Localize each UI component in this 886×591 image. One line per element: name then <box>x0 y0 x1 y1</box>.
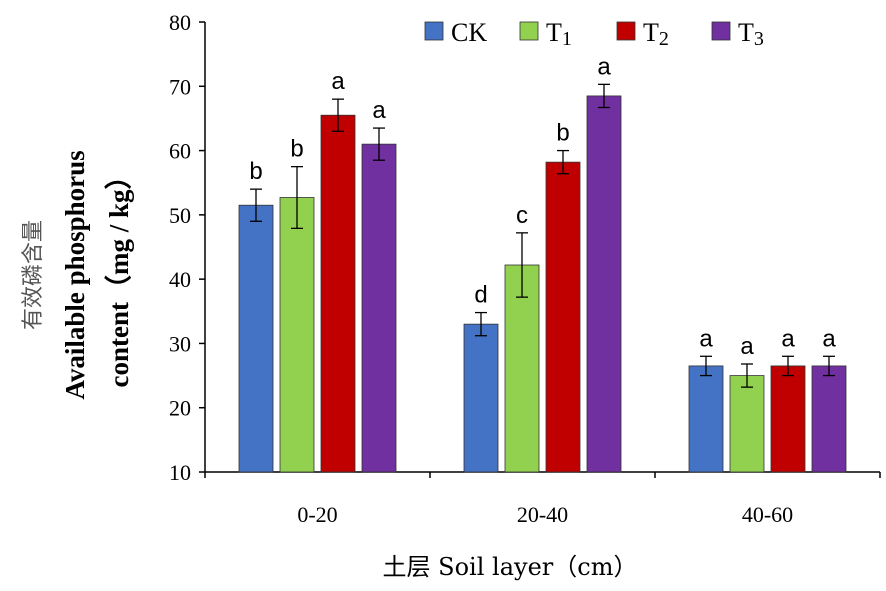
significance-label: a <box>740 333 754 360</box>
bar <box>729 375 765 473</box>
bar <box>279 197 315 473</box>
x-tick-label: 20-40 <box>517 502 568 527</box>
significance-label: a <box>331 68 345 95</box>
legend-subscript: 3 <box>754 28 764 50</box>
bar <box>238 204 274 473</box>
significance-label: a <box>372 97 386 124</box>
legend-subscript: 1 <box>562 28 572 50</box>
x-axis-label: 土层 Soil layer（cm） <box>383 553 638 581</box>
significance-label: d <box>474 282 487 309</box>
y-axis-label-chinese: 有效磷含量 <box>21 220 46 330</box>
bar <box>545 161 581 473</box>
bar <box>586 95 622 473</box>
bar <box>811 365 847 473</box>
bar <box>504 264 540 473</box>
legend-label: CK <box>451 18 487 47</box>
y-axis-label-line2: content（mg / kg） <box>104 163 134 388</box>
x-tick-label: 40-60 <box>742 502 793 527</box>
significance-label: c <box>516 202 528 229</box>
legend-swatch <box>519 21 539 41</box>
y-tick-label: 50 <box>169 203 191 228</box>
y-axis-label-line1: Available phosphorus <box>60 150 90 399</box>
significance-label: b <box>556 120 569 147</box>
y-tick-label: 30 <box>169 331 191 356</box>
significance-label: b <box>249 158 262 185</box>
legend-label: T2 <box>643 18 669 50</box>
y-tick-label: 60 <box>169 139 191 164</box>
legend: CK T1 T2 T3 <box>424 18 764 50</box>
bar <box>463 323 499 473</box>
significance-label: b <box>290 136 303 163</box>
legend-swatch <box>616 21 636 41</box>
bar <box>770 365 806 473</box>
bar <box>361 143 397 473</box>
significance-label: a <box>822 325 836 352</box>
y-tick-label: 20 <box>169 396 191 421</box>
significance-label: a <box>597 53 611 80</box>
legend-swatch <box>424 21 444 41</box>
significance-label: a <box>781 325 795 352</box>
y-tick-label: 40 <box>169 267 191 292</box>
axes: 10 20 30 40 50 60 70 80 0-20 20-40 40-60 <box>169 10 881 527</box>
y-tick-label: 80 <box>169 10 191 35</box>
significance-label: a <box>699 325 713 352</box>
bar <box>688 365 724 473</box>
legend-subscript: 2 <box>659 28 669 50</box>
y-tick-label: 70 <box>169 74 191 99</box>
legend-label: T1 <box>546 18 572 50</box>
legend-label: T3 <box>738 18 764 50</box>
y-tick-label: 10 <box>169 460 191 485</box>
x-tick-label: 0-20 <box>297 502 337 527</box>
bar <box>320 114 356 473</box>
legend-swatch <box>711 21 731 41</box>
